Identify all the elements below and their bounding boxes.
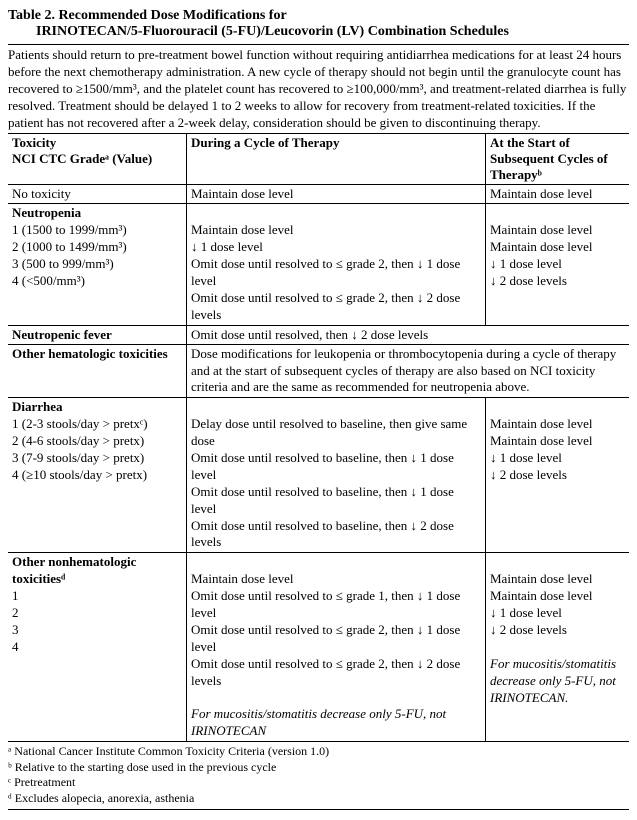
cell: ↓ 1 dose level <box>490 450 625 467</box>
header-during-cycle: During a Cycle of Therapy <box>187 134 486 185</box>
row-diarrhea: Diarrhea 1 (2-3 stools/day > pretxᶜ) 2 (… <box>8 398 629 553</box>
cell: Maintain dose level <box>490 433 625 450</box>
cell: Maintain dose level <box>490 571 625 588</box>
cell: ↓ 2 dose levels <box>490 273 625 290</box>
row-other-nonheme: Other nonhematologic toxicitiesᵈ 1 2 3 4… <box>8 553 629 742</box>
cell: Maintain dose level <box>191 222 481 239</box>
cell: Dose modifications for leukopenia or thr… <box>187 344 630 398</box>
dose-table: Toxicity NCI CTC Gradeᵃ (Value) During a… <box>8 133 629 742</box>
cell: Omit dose until resolved, then ↓ 2 dose … <box>187 325 630 344</box>
other-nonheme-grade-2: 2 <box>12 605 182 622</box>
title-line-2: IRINOTECAN/5-Fluorouracil (5-FU)/Leucovo… <box>8 24 629 40</box>
cell: Omit dose until resolved to ≤ grade 2, t… <box>191 290 481 324</box>
row-other-heme: Other hematologic toxicities Dose modifi… <box>8 344 629 398</box>
footnote-d: ᵈ Excludes alopecia, anorexia, asthenia <box>8 791 629 807</box>
cell: ↓ 1 dose level <box>490 256 625 273</box>
cell: Maintain dose level <box>187 185 486 204</box>
header-toxicity-line2: NCI CTC Gradeᵃ (Value) <box>12 151 182 167</box>
row-no-toxicity: No toxicity Maintain dose level Maintain… <box>8 185 629 204</box>
rule-top <box>8 44 629 45</box>
other-nonheme-label: Other nonhematologic toxicitiesᵈ <box>12 554 182 588</box>
title-line-1: Table 2. Recommended Dose Modifications … <box>8 8 629 24</box>
header-toxicity-line1: Toxicity <box>12 135 182 151</box>
row-neutropenia: Neutropenia 1 (1500 to 1999/mm³) 2 (1000… <box>8 204 629 325</box>
other-nonheme-grade-3: 3 <box>12 622 182 639</box>
footnote-c: ᶜ Pretreatment <box>8 775 629 791</box>
cell: Maintain dose level <box>490 239 625 256</box>
cell: Neutropenic fever <box>8 325 187 344</box>
cell: No toxicity <box>8 185 187 204</box>
diarrhea-label: Diarrhea <box>12 399 182 416</box>
cell: Omit dose until resolved to ≤ grade 2, t… <box>191 656 481 690</box>
cell: Omit dose until resolved to ≤ grade 2, t… <box>191 256 481 290</box>
diarrhea-grade-3: 3 (7-9 stools/day > pretx) <box>12 450 182 467</box>
cell: Omit dose until resolved to ≤ grade 1, t… <box>191 588 481 622</box>
footnote-b: ᵇ Relative to the starting dose used in … <box>8 760 629 776</box>
neutropenia-label: Neutropenia <box>12 205 182 222</box>
cell: Maintain dose level <box>490 222 625 239</box>
cell: Omit dose until resolved to baseline, th… <box>191 450 481 484</box>
rule-bottom <box>8 809 629 810</box>
cell: ↓ 2 dose levels <box>490 467 625 484</box>
header-toxicity: Toxicity NCI CTC Gradeᵃ (Value) <box>8 134 187 185</box>
diarrhea-grade-1: 1 (2-3 stools/day > pretxᶜ) <box>12 416 182 433</box>
neutropenia-grade-4: 4 (<500/mm³) <box>12 273 182 290</box>
cell: ↓ 1 dose level <box>490 605 625 622</box>
cell: Omit dose until resolved to baseline, th… <box>191 484 481 518</box>
footnote-a: ᵃ National Cancer Institute Common Toxic… <box>8 744 629 760</box>
cell: Omit dose until resolved to ≤ grade 2, t… <box>191 622 481 656</box>
cell: Delay dose until resolved to baseline, t… <box>191 416 481 450</box>
neutropenia-grade-1: 1 (1500 to 1999/mm³) <box>12 222 182 239</box>
diarrhea-grade-4: 4 (≥10 stools/day > pretx) <box>12 467 182 484</box>
cell: Omit dose until resolved to baseline, th… <box>191 518 481 552</box>
row-neutropenic-fever: Neutropenic fever Omit dose until resolv… <box>8 325 629 344</box>
cell: Other hematologic toxicities <box>8 344 187 398</box>
cell: ↓ 1 dose level <box>191 239 481 256</box>
diarrhea-grade-2: 2 (4-6 stools/day > pretx) <box>12 433 182 450</box>
cell: ↓ 2 dose levels <box>490 622 625 639</box>
neutropenia-grade-2: 2 (1000 to 1499/mm³) <box>12 239 182 256</box>
cell: Maintain dose level <box>191 571 481 588</box>
cell-note: For mucositis/stomatitis decrease only 5… <box>490 656 625 707</box>
cell-note: For mucositis/stomatitis decrease only 5… <box>191 706 481 740</box>
cell: Maintain dose level <box>490 588 625 605</box>
header-subsequent: At the Start of Subsequent Cycles of The… <box>486 134 630 185</box>
cell: Maintain dose level <box>490 416 625 433</box>
footnotes: ᵃ National Cancer Institute Common Toxic… <box>8 744 629 806</box>
neutropenia-grade-3: 3 (500 to 999/mm³) <box>12 256 182 273</box>
intro-paragraph: Patients should return to pre-treatment … <box>8 47 629 131</box>
other-nonheme-grade-4: 4 <box>12 639 182 656</box>
cell: Maintain dose level <box>486 185 630 204</box>
other-nonheme-grade-1: 1 <box>12 588 182 605</box>
table-title: Table 2. Recommended Dose Modifications … <box>8 8 629 40</box>
